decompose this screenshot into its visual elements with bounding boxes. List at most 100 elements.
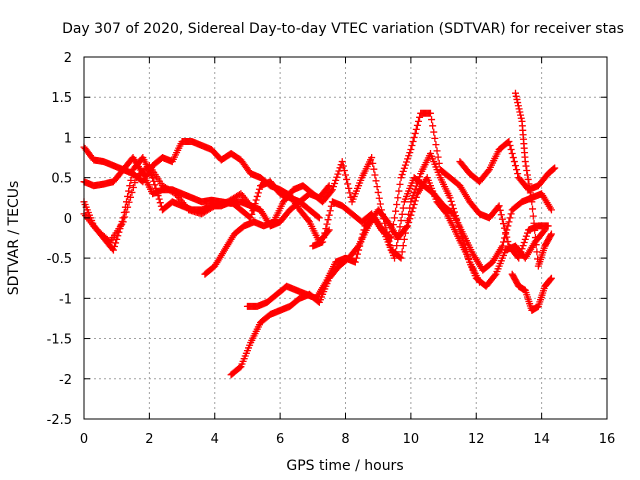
data-point: [522, 232, 530, 240]
data-point: [446, 194, 454, 202]
data-points: [80, 89, 559, 379]
data-point: [112, 239, 120, 247]
y-tick-label: 0: [64, 212, 72, 227]
data-point: [397, 217, 405, 225]
data-point: [396, 180, 404, 188]
data-point: [255, 185, 263, 193]
data-point: [523, 229, 531, 237]
data-point: [528, 198, 536, 206]
data-point: [505, 137, 513, 145]
data-point: [393, 242, 401, 250]
y-tick-label: -1.5: [47, 333, 72, 348]
data-point: [499, 220, 507, 228]
data-point: [353, 250, 361, 258]
data-point: [392, 207, 400, 215]
data-point: [119, 218, 127, 226]
data-point: [447, 197, 455, 205]
x-tick-label: 0: [80, 432, 88, 447]
data-point: [371, 171, 379, 179]
data-point: [503, 233, 511, 241]
data-point: [393, 200, 401, 208]
data-point: [410, 200, 418, 208]
data-point: [328, 186, 336, 194]
y-tick-label: -2.5: [47, 413, 72, 428]
data-point: [122, 208, 130, 216]
data-point: [344, 180, 352, 188]
x-tick-label: 14: [533, 432, 550, 447]
data-point: [415, 117, 423, 125]
data-point: [332, 176, 340, 184]
data-point: [346, 189, 354, 197]
data-point: [551, 164, 559, 172]
data-point: [431, 134, 439, 142]
data-point: [400, 164, 408, 172]
data-point: [527, 193, 535, 201]
data-point: [404, 155, 412, 163]
data-point: [434, 153, 442, 161]
series-track-9: [456, 137, 559, 194]
data-point: [125, 198, 133, 206]
data-point: [394, 235, 402, 243]
data-point: [404, 222, 412, 230]
data-point: [506, 214, 514, 222]
data-point: [511, 89, 519, 97]
data-point: [374, 188, 382, 196]
data-point: [397, 174, 405, 182]
data-point: [394, 194, 402, 202]
data-point: [151, 181, 159, 189]
data-point: [154, 192, 162, 200]
data-point: [513, 95, 521, 103]
data-point: [405, 152, 413, 160]
data-point: [351, 258, 359, 266]
data-point: [109, 246, 117, 254]
data-point: [515, 105, 523, 113]
data-point: [433, 147, 441, 155]
data-point: [509, 154, 517, 162]
data-point: [398, 210, 406, 218]
data-point: [395, 229, 403, 237]
data-point: [502, 229, 510, 237]
x-tick-label: 6: [276, 432, 284, 447]
data-point: [358, 234, 366, 242]
data-point: [386, 233, 394, 241]
data-point: [376, 200, 384, 208]
x-tick-label: 10: [403, 432, 420, 447]
data-point: [517, 111, 525, 119]
data-point: [388, 227, 396, 235]
x-tick-label: 4: [211, 432, 219, 447]
data-point: [406, 149, 414, 157]
data-point: [544, 222, 552, 230]
data-point: [324, 216, 332, 224]
data-point: [387, 234, 395, 242]
data-point: [521, 235, 529, 243]
data-point: [497, 211, 505, 219]
data-point: [525, 180, 533, 188]
x-tick-label: 12: [468, 432, 485, 447]
data-point: [408, 208, 416, 216]
data-point: [526, 189, 534, 197]
data-point: [250, 206, 258, 214]
y-tick-label: 1.5: [51, 91, 72, 106]
data-point: [517, 248, 525, 256]
data-point: [131, 179, 139, 187]
data-point: [412, 193, 420, 201]
data-point: [522, 162, 530, 170]
data-point: [360, 226, 368, 234]
data-point: [323, 220, 331, 228]
data-point: [397, 254, 405, 262]
data-point: [413, 121, 421, 129]
data-point: [399, 167, 407, 175]
data-point: [375, 194, 383, 202]
data-point: [530, 219, 538, 227]
data-point: [406, 215, 414, 223]
data-point: [400, 235, 408, 243]
data-point: [128, 188, 136, 196]
data-point: [409, 204, 417, 212]
data-point: [121, 213, 129, 221]
data-point: [125, 187, 133, 195]
data-point: [372, 177, 380, 185]
data-point: [523, 167, 531, 175]
data-point: [155, 195, 163, 203]
x-axis-title: GPS time / hours: [286, 458, 403, 474]
data-point: [345, 184, 353, 192]
